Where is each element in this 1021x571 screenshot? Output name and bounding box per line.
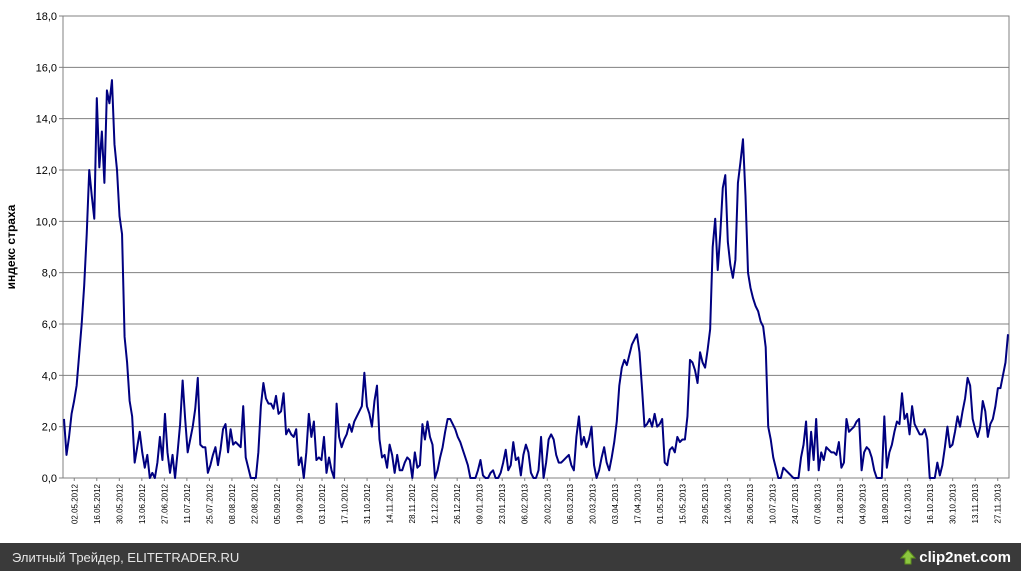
chart: 0,0 2,0 4,0 6,0 8,0 10,0 12,0 14,0 16,0 18,0 02.0… xyxy=(4,11,1010,524)
x-tick-label: 03.10.2012 xyxy=(318,483,327,524)
x-tick-label: 06.03.2013 xyxy=(566,483,575,524)
y-tick-label: 2,0 xyxy=(42,422,57,434)
x-tick-label: 31.10.2012 xyxy=(363,483,372,524)
x-tick-label: 17.04.2013 xyxy=(633,483,642,524)
x-tick-label: 27.06.2012 xyxy=(160,483,169,524)
x-tick-label: 07.08.2013 xyxy=(814,483,823,524)
y-tick-label: 10,0 xyxy=(36,216,57,228)
y-tick-label: 18,0 xyxy=(36,11,57,23)
plot-frame xyxy=(62,15,1010,479)
x-tick-label: 25.07.2012 xyxy=(205,483,214,524)
y-tick-labels: 0,0 2,0 4,0 6,0 8,0 10,0 12,0 14,0 16,0 18,0 xyxy=(36,11,63,485)
logo-text: clip2net.com xyxy=(919,548,1011,566)
x-tick-label: 26.06.2013 xyxy=(746,483,755,524)
x-tick-label: 05.09.2012 xyxy=(273,483,282,524)
x-tick-label: 21.08.2013 xyxy=(836,483,845,524)
x-tick-label: 16.05.2012 xyxy=(93,483,102,524)
x-tick-label: 09.01.2013 xyxy=(476,483,485,524)
x-tick-label: 28.11.2012 xyxy=(408,483,417,523)
up-arrow-icon xyxy=(900,549,917,565)
x-tick-label: 30.05.2012 xyxy=(115,483,124,524)
chart-area: 0,0 2,0 4,0 6,0 8,0 10,0 12,0 14,0 16,0 18,0 02.0… xyxy=(4,11,1010,524)
x-tick-label: 29.05.2013 xyxy=(701,483,710,524)
x-tick-label: 20.02.2013 xyxy=(543,483,552,524)
x-tick-label: 02.10.2013 xyxy=(904,483,913,524)
y-tick-label: 14,0 xyxy=(36,114,57,126)
y-tick-label: 6,0 xyxy=(42,319,57,331)
y-tick-label: 12,0 xyxy=(36,165,57,177)
y-tick-label: 8,0 xyxy=(42,268,57,280)
x-tick-label: 13.06.2012 xyxy=(138,483,147,524)
x-tick-label: 27.11.2013 xyxy=(994,483,1003,523)
x-tick-label: 02.05.2012 xyxy=(70,483,79,524)
x-tick-label: 17.10.2012 xyxy=(341,483,350,524)
x-tick-label: 08.08.2012 xyxy=(228,483,237,524)
x-tick-label: 06.02.2013 xyxy=(521,483,530,524)
clip2net-logo[interactable]: clip2net.com xyxy=(900,549,1011,566)
x-tick-label: 01.05.2013 xyxy=(656,483,665,524)
x-tick-label: 14.11.2012 xyxy=(386,483,395,523)
footer-caption: Элитный Трейдер, ELITETRADER.RU xyxy=(12,549,240,565)
x-tick-label: 03.04.2013 xyxy=(611,483,620,524)
gridlines xyxy=(63,66,1009,428)
x-tick-label: 24.07.2013 xyxy=(791,483,800,524)
x-tick-label: 04.09.2013 xyxy=(859,483,868,524)
x-tick-label: 15.05.2013 xyxy=(678,483,687,524)
x-tick-label: 19.09.2012 xyxy=(296,483,305,524)
x-tick-label: 22.08.2012 xyxy=(250,483,259,524)
y-tick-label: 0,0 xyxy=(42,473,57,485)
footer-bar: Элитный Трейдер, ELITETRADER.RU clip2net… xyxy=(0,543,1021,571)
x-tick-label: 18.09.2013 xyxy=(881,483,890,524)
x-tick-labels: 02.05.2012 16.05.2012 30.05.2012 13.06.2012… xyxy=(70,478,1003,524)
x-tick-label: 13.11.2013 xyxy=(971,483,980,523)
x-tick-label: 11.07.2012 xyxy=(183,483,192,523)
y-tick-label: 4,0 xyxy=(42,370,57,382)
series-line xyxy=(63,79,1009,479)
x-tick-label: 16.10.2013 xyxy=(926,483,935,524)
y-axis-label: индекс страха xyxy=(4,204,18,289)
x-tick-label: 20.03.2013 xyxy=(588,483,597,524)
x-tick-label: 23.01.2013 xyxy=(498,483,507,524)
x-tick-label: 30.10.2013 xyxy=(949,483,958,524)
x-tick-label: 12.06.2013 xyxy=(723,483,732,524)
x-tick-label: 10.07.2013 xyxy=(769,483,778,524)
y-tick-label: 16,0 xyxy=(36,62,57,74)
x-tick-label: 12.12.2012 xyxy=(431,483,440,524)
x-tick-label: 26.12.2012 xyxy=(453,483,462,524)
